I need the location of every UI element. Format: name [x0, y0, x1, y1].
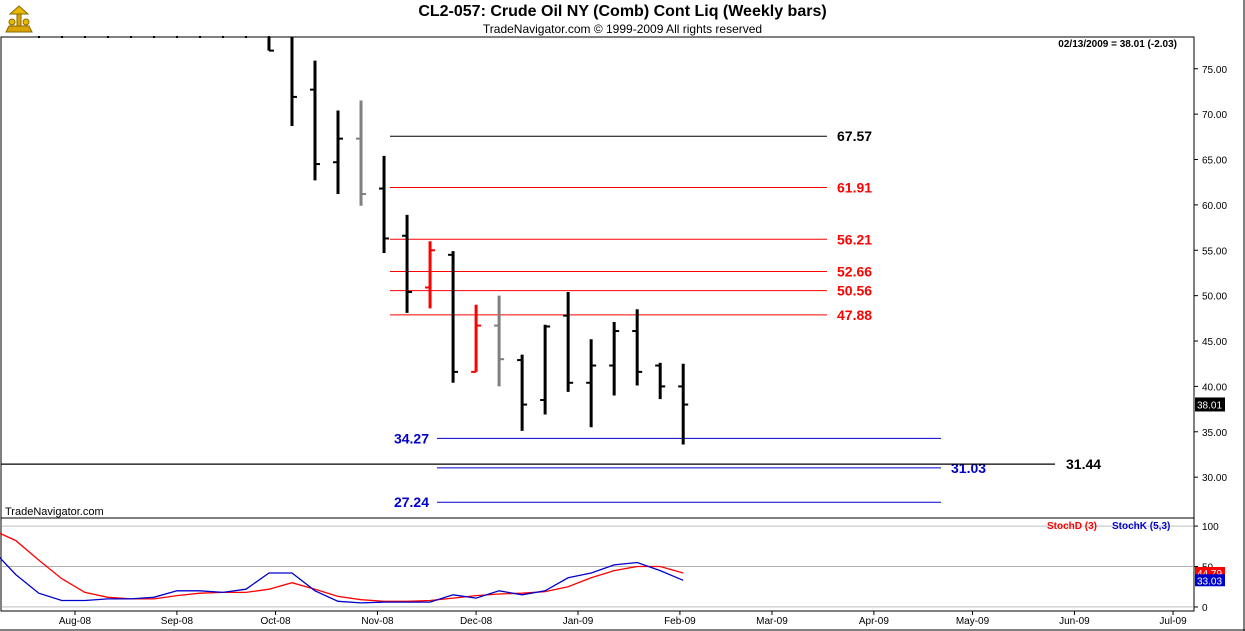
x-tick-label: Jan-09: [563, 616, 594, 627]
fib-level-label: 47.88: [837, 307, 872, 323]
price-tick-label: 40.00: [1202, 382, 1227, 393]
chart-title: CL2-057: Crude Oil NY (Comb) Cont Liq (W…: [418, 3, 827, 20]
price-tick-label: 70.00: [1202, 110, 1227, 121]
price-tick-label: 60.00: [1202, 201, 1227, 212]
price-tick-label: 75.00: [1202, 65, 1227, 76]
x-tick-label: May-09: [956, 616, 990, 627]
fib-level-label: 61.91: [837, 180, 872, 196]
price-tick-label: 35.00: [1202, 428, 1227, 439]
fib-level-label: 27.24: [394, 494, 429, 510]
ohlc-bars: [267, 37, 689, 445]
watermark-text: TradeNavigator.com: [5, 506, 104, 518]
fib-level-label: 34.27: [394, 430, 429, 446]
stochastic-lines: 44.7933.03: [0, 532, 1225, 604]
stochastic-panel: [0, 517, 1195, 612]
stoch-series-line: [0, 532, 684, 602]
price-tick-label: 65.00: [1202, 156, 1227, 167]
stoch-series-line: [0, 556, 684, 604]
price-panel: [0, 36, 1195, 519]
fib-level-label: 52.66: [837, 264, 872, 280]
legend-stoch-d: StochD (3): [1047, 521, 1097, 532]
fib-levels: 67.57 61.91 56.21 52.66 50.56 47.88 34.27 31.03…: [1, 128, 1101, 510]
trade-navigator-logo-icon: [2, 2, 36, 36]
price-tick-label: 55.00: [1202, 246, 1227, 257]
price-tick-label: 50.00: [1202, 292, 1227, 303]
copyright-notice: TradeNavigator.com © 1999-2009 All right…: [482, 22, 763, 36]
horizontal-line-label: 31.44: [1066, 456, 1101, 472]
fib-level-label: 50.56: [837, 283, 872, 299]
stoch-last-label: 33.03: [1197, 576, 1222, 587]
last-price-label: 38.01: [1197, 400, 1222, 411]
price-tick-label: 45.00: [1202, 337, 1227, 348]
fib-level-label: 67.57: [837, 128, 872, 144]
legend-stoch-k: StochK (5,3): [1112, 521, 1170, 532]
x-tick-label: Apr-09: [859, 616, 889, 627]
x-tick-label: Jun-09: [1059, 616, 1090, 627]
x-tick-label: Nov-08: [361, 616, 394, 627]
price-tick-label: 30.00: [1202, 473, 1227, 484]
x-tick-label: Dec-08: [460, 616, 493, 627]
x-tick-label: Aug-08: [59, 616, 92, 627]
x-tick-label: Feb-09: [664, 616, 696, 627]
x-tick-label: Mar-09: [756, 616, 788, 627]
x-axis: Aug-08 Sep-08 Oct-08 Nov-08 Dec-08 Jan-09 Feb-…: [59, 611, 1187, 627]
stoch-last-box: [1195, 574, 1225, 587]
price-readout: 02/13/2009 = 38.01 (-2.03): [1058, 39, 1177, 50]
x-tick-label: Sep-08: [161, 616, 194, 627]
stoch-tick-label: 0: [1202, 603, 1208, 614]
x-tick-label: Oct-08: [261, 616, 291, 627]
stoch-tick-label: 100: [1202, 522, 1219, 533]
fib-level-label: 56.21: [837, 231, 872, 247]
last-price-box: [1195, 397, 1225, 412]
fib-level-label: 31.03: [951, 460, 986, 476]
x-tick-label: Jul-09: [1159, 616, 1187, 627]
price-y-axis: 30.00 35.00 40.00 45.00 50.00 55.00 60.00 65.00…: [1194, 65, 1227, 484]
